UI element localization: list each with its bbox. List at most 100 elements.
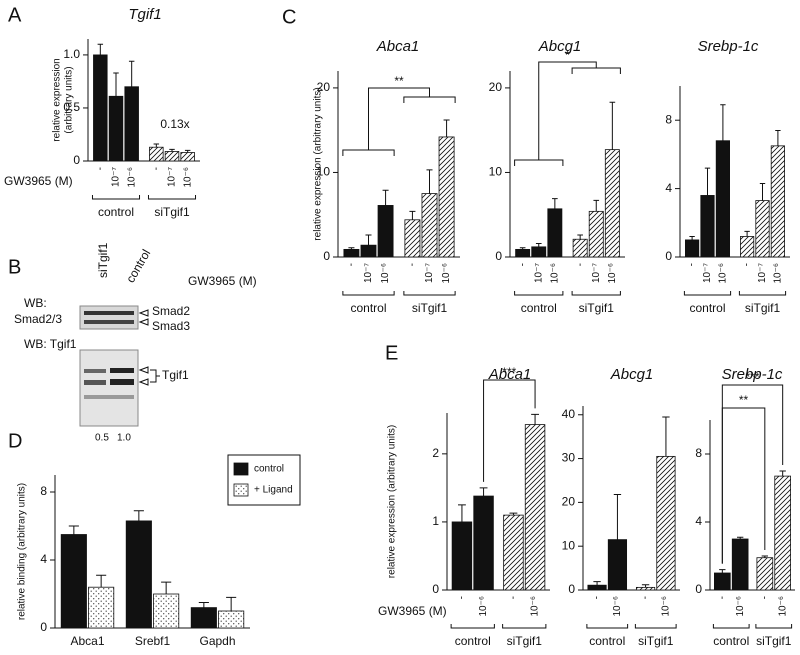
group-bracket (147, 195, 197, 200)
error-bar (226, 596, 237, 611)
x-tick-label: - (759, 596, 770, 599)
blot-label: WB: (24, 296, 47, 310)
bar (218, 610, 245, 629)
bar (715, 140, 731, 258)
x-tick-label: 10⁻⁷ (424, 263, 435, 283)
y-tick-label: 0 (73, 153, 80, 167)
chart: Abcg1 0 10 20 - 10⁻⁷ 10⁻⁶ - 10⁻⁷ 10⁻⁶ control siTgi… (489, 38, 625, 315)
chart: Abca1 relative expression (arbitrary unit… (188, 38, 460, 315)
error-bar (719, 569, 726, 573)
error-bar (552, 198, 558, 209)
bar (93, 54, 108, 162)
y-tick-label: 8 (40, 484, 47, 498)
group-label: control (521, 301, 557, 315)
bar (190, 607, 217, 629)
error-bar (409, 210, 416, 220)
y-tick-label: 8 (665, 112, 672, 126)
y-axis-label: relative binding (arbitrary units) (17, 483, 28, 620)
bar (700, 195, 715, 258)
bar (108, 95, 124, 162)
band (84, 311, 134, 315)
error-bar (641, 584, 650, 588)
error-bar (382, 189, 389, 206)
y-axis-label: relative expression (52, 58, 63, 141)
error-bar (184, 149, 191, 153)
error-bar (348, 247, 355, 250)
group-bracket (502, 624, 547, 629)
error-bar (662, 416, 670, 457)
error-bar (775, 129, 781, 146)
y-tick-label: 1.0 (63, 47, 80, 61)
x-tick-label: 10⁻⁶ (380, 263, 391, 284)
bar (421, 193, 438, 258)
bar (503, 514, 524, 591)
bar (149, 146, 164, 162)
x-tick-label: 10⁻⁶ (441, 263, 452, 284)
error-bar (97, 43, 104, 55)
chart-title: Abcg1 (538, 38, 582, 55)
bar (774, 475, 792, 591)
bar (125, 520, 152, 629)
x-axis-label: GW3965 (M) (378, 604, 447, 618)
error-bar (779, 470, 786, 477)
bar (604, 149, 620, 258)
x-tick-label: - (457, 596, 468, 599)
y-tick-label: 4 (695, 514, 702, 528)
bar (656, 455, 676, 591)
x-tick-label: Gapdh (199, 634, 235, 648)
blot-label: Smad2/3 (14, 312, 62, 326)
bar (473, 495, 494, 591)
band (84, 369, 106, 373)
bar (756, 557, 774, 591)
error-bar (161, 581, 172, 594)
x-tick-label: 10⁻⁶ (718, 263, 729, 284)
x-tick-label: 10⁻⁶ (549, 263, 560, 284)
x-tick-label: 10⁻⁶ (478, 596, 489, 617)
bar (740, 236, 755, 258)
chart-title: Srebp-1c (722, 366, 783, 383)
x-tick-label: 10⁻⁶ (607, 263, 618, 284)
error-bar (68, 525, 79, 535)
y-tick-label: 0 (40, 620, 47, 634)
y-tick-label: 0 (432, 582, 439, 596)
blot-image (79, 305, 139, 330)
bar (153, 593, 180, 629)
x-tick-label: - (742, 263, 753, 266)
group-bracket (712, 624, 750, 629)
group-label: siTgif1 (154, 205, 190, 219)
band-label: Smad2 (152, 304, 190, 318)
significance-label: *** (502, 365, 516, 379)
error-bar (761, 555, 768, 558)
bar (60, 534, 87, 629)
bar (607, 539, 628, 591)
group-label: siTgif1 (756, 634, 792, 648)
y-tick-label: 20 (562, 495, 576, 509)
group-label: control (589, 634, 625, 648)
bar (547, 208, 563, 258)
error-bar (577, 234, 583, 240)
panel-letter: E (385, 342, 398, 364)
x-tick-label: 10⁻⁶ (612, 596, 623, 617)
y-tick-label: 10 (489, 165, 503, 179)
panel-letter: B (8, 256, 21, 278)
x-tick-label: 10⁻⁶ (777, 596, 788, 617)
chart: Abca1 relative expression (arbitrary unit… (378, 365, 550, 648)
bar (770, 145, 786, 258)
error-bar (443, 119, 450, 137)
bar (588, 210, 604, 258)
chart: relative binding (arbitrary units) 0 4 8 Abc… (17, 454, 301, 648)
error-bar (744, 230, 750, 237)
group-bracket (634, 624, 677, 629)
y-axis-label: (arbitrary units) (64, 66, 75, 133)
significance-label: * (565, 48, 570, 62)
lane-label: siTgif1 (96, 242, 110, 278)
error-bar (128, 60, 135, 87)
x-tick-label: 10⁻⁶ (661, 596, 672, 617)
significance-bracket (721, 384, 784, 564)
bar (755, 200, 770, 258)
band-label: Smad3 (152, 319, 190, 333)
bar (515, 248, 531, 258)
error-bar (759, 182, 766, 201)
band (84, 320, 134, 324)
y-tick-label: 10 (562, 538, 576, 552)
